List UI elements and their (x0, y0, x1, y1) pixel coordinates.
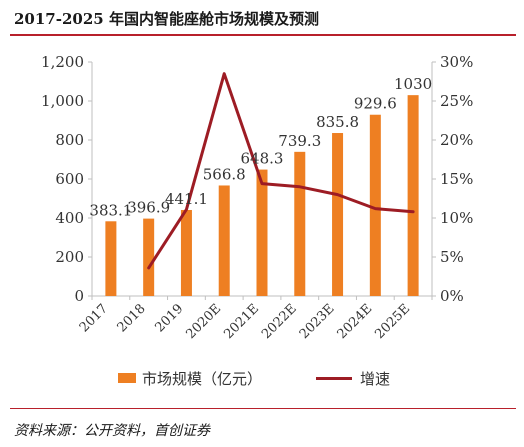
growth-line (147, 72, 415, 270)
bar (180, 209, 192, 296)
x-tick-label: 2025E (372, 301, 413, 342)
bar (218, 185, 230, 296)
bar-value-label: 648.3 (241, 150, 284, 168)
legend-line-swatch (316, 376, 352, 380)
bar (256, 169, 268, 296)
x-tick-label: 2024E (335, 301, 376, 342)
y-right-tick-label: 25% (440, 92, 473, 110)
bar (369, 114, 381, 296)
x-tick-label: 2021E (221, 301, 262, 342)
x-tick-label: 2017 (77, 301, 111, 335)
y-right-tick-label: 15% (440, 170, 473, 188)
legend-bar-label: 市场规模（亿元） (142, 369, 263, 388)
legend-item-line: 增速 (316, 366, 390, 390)
bar-value-label: 929.6 (354, 95, 397, 113)
y-left-tick-label: 0 (74, 287, 84, 305)
y-right-tick-label: 10% (440, 209, 473, 227)
x-tick-label: 2018 (115, 301, 149, 335)
legend-item-bar: 市场规模（亿元） (118, 366, 262, 390)
y-left-tick-label: 800 (55, 131, 84, 149)
y-left-tick-label: 600 (55, 170, 84, 188)
legend: 市场规模（亿元） 增速 (0, 366, 524, 390)
y-left-tick-label: 1,200 (41, 53, 84, 71)
x-tick-label: 2020E (184, 301, 225, 342)
bar-value-label: 835.8 (316, 113, 359, 131)
bar (294, 151, 306, 296)
x-tick-label: 2019 (152, 301, 186, 335)
title-divider (10, 34, 516, 36)
legend-line-label: 增速 (360, 369, 391, 388)
y-right-tick-label: 30% (440, 53, 473, 71)
legend-bar-swatch (118, 373, 136, 383)
x-tick-label: 2023E (297, 301, 338, 342)
bar-value-label: 396.9 (127, 199, 170, 217)
bar-value-label: 383.1 (89, 201, 132, 219)
source-note: 资料来源：公开资料，首创证券 (14, 423, 210, 439)
bar (143, 218, 155, 296)
y-left-tick-label: 200 (55, 248, 84, 266)
y-right-tick-label: 0% (440, 287, 464, 305)
bar (105, 221, 117, 296)
bar-value-label: 739.3 (278, 132, 321, 150)
y-left-tick-label: 400 (55, 209, 84, 227)
bar (332, 133, 344, 296)
bar-value-label: 566.8 (203, 165, 246, 183)
chart-title: 2017-2025 年国内智能座舱市场规模及预测 (14, 10, 319, 28)
x-tick-label: 2022E (259, 301, 300, 342)
bar-value-label: 1030 (394, 75, 432, 93)
y-left-tick-label: 1,000 (41, 92, 84, 110)
y-right-tick-label: 5% (440, 248, 464, 266)
bar (407, 95, 419, 297)
chart: 0 200 400 600 800 1,000 1,200 0% 5% 10% 15% 20% 25% 3… (41, 53, 473, 342)
y-right-tick-label: 20% (440, 131, 473, 149)
source-divider (10, 408, 516, 409)
bar-value-label: 441.1 (165, 190, 208, 208)
